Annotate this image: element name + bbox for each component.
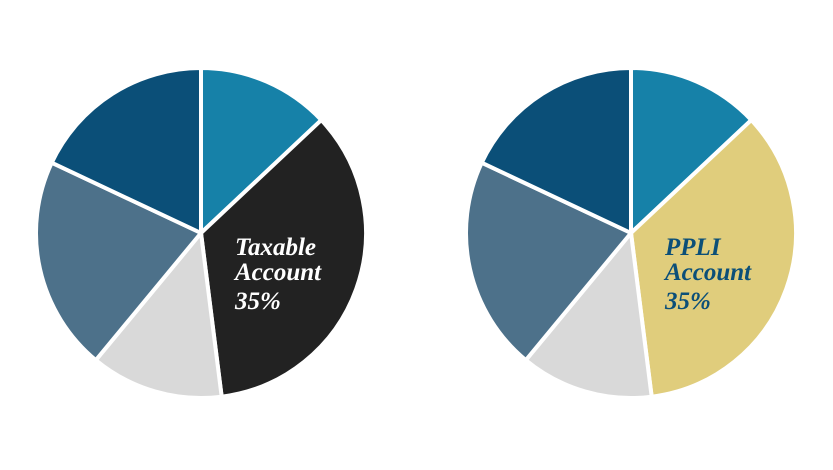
slice-value-label: 35% xyxy=(235,288,281,315)
pie-slice xyxy=(34,160,203,363)
pie-slice xyxy=(629,66,754,235)
pie-slice xyxy=(479,66,633,235)
pie-slice xyxy=(464,160,633,363)
pie-slice xyxy=(93,231,224,400)
pie-slice xyxy=(629,118,798,399)
pie-slice xyxy=(49,66,203,235)
slice-value-label: 35% xyxy=(665,288,711,315)
pie-slice xyxy=(523,231,654,400)
pie-slice xyxy=(199,66,324,235)
pie-slice xyxy=(199,118,368,399)
slice-label: PPLI Account xyxy=(665,234,752,286)
slice-label: Taxable Account xyxy=(235,234,322,286)
